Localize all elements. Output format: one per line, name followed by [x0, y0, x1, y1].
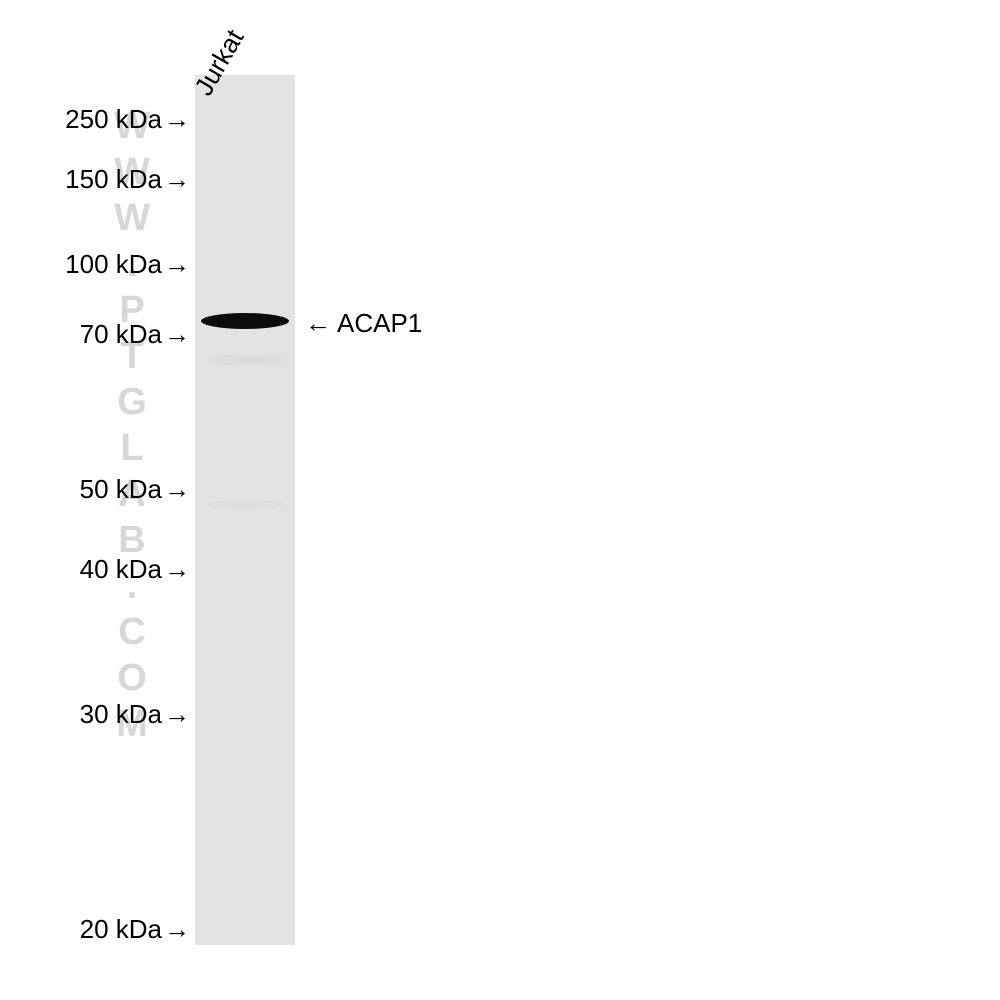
- band-annotation: ←ACAP1: [305, 308, 422, 339]
- marker-label: 40 kDa→: [80, 554, 190, 585]
- marker-text: 150 kDa: [65, 164, 162, 194]
- marker-text: 20 kDa: [80, 914, 162, 944]
- arrow-right-icon: →: [164, 699, 190, 729]
- marker-text: 250 kDa: [65, 104, 162, 134]
- marker-text: 100 kDa: [65, 249, 162, 279]
- arrow-right-icon: →: [164, 474, 190, 504]
- protein-band: [201, 313, 289, 329]
- marker-label: 100 kDa→: [65, 249, 190, 280]
- blot-container: WWW.PTGLAB.COM Jurkat 250 kDa→150 kDa→10…: [0, 0, 1000, 1000]
- faint-band-1: [205, 355, 285, 365]
- arrow-right-icon: →: [164, 319, 190, 349]
- arrow-right-icon: →: [164, 249, 190, 279]
- marker-text: 70 kDa: [80, 319, 162, 349]
- arrow-right-icon: →: [164, 914, 190, 944]
- arrow-right-icon: →: [164, 164, 190, 194]
- marker-label: 250 kDa→: [65, 104, 190, 135]
- marker-label: 70 kDa→: [80, 319, 190, 350]
- faint-band-2: [205, 500, 285, 510]
- arrow-left-icon: ←: [305, 308, 331, 338]
- marker-text: 40 kDa: [80, 554, 162, 584]
- arrow-right-icon: →: [164, 554, 190, 584]
- marker-label: 50 kDa→: [80, 474, 190, 505]
- marker-label: 20 kDa→: [80, 914, 190, 945]
- marker-label: 150 kDa→: [65, 164, 190, 195]
- watermark-text: WWW.PTGLAB.COM: [110, 105, 153, 749]
- annotation-label: ACAP1: [337, 308, 422, 338]
- arrow-right-icon: →: [164, 104, 190, 134]
- marker-label: 30 kDa→: [80, 699, 190, 730]
- marker-text: 30 kDa: [80, 699, 162, 729]
- gel-lane: [195, 75, 295, 945]
- marker-text: 50 kDa: [80, 474, 162, 504]
